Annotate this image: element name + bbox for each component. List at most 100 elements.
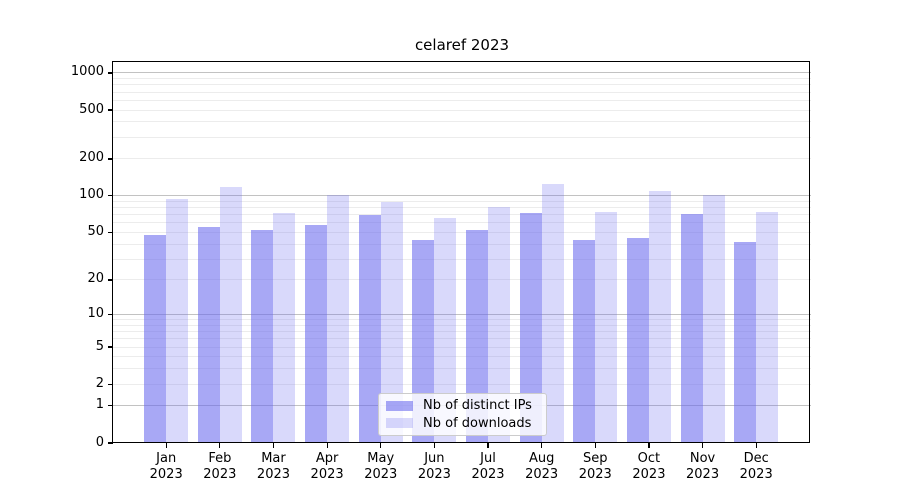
x-tick-label: Jan 2023 (149, 451, 183, 482)
bar-nb-of-downloads-jun (434, 217, 457, 443)
x-tick-label: Mar 2023 (256, 451, 291, 482)
chart-title: celaref 2023 (414, 36, 510, 54)
bar-nb-of-downloads-dec (756, 211, 779, 443)
y-axis-tick (108, 109, 113, 111)
bar-nb-of-downloads-mar (273, 213, 296, 443)
bar-nb-of-downloads-may (380, 201, 403, 443)
bar-nb-of-distinct-ips-sep (573, 240, 596, 443)
x-axis-tick (272, 443, 275, 448)
minor-gridline (113, 207, 811, 209)
y-tick-label: 1000 (70, 64, 104, 80)
minor-gridline (113, 356, 811, 358)
y-tick-label: 500 (79, 101, 104, 117)
bar-nb-of-distinct-ips-aug (519, 213, 542, 443)
minor-gridline (113, 338, 811, 340)
minor-gridline (113, 99, 811, 101)
legend-row-distinct-ips: Nb of distinct IPs (386, 397, 538, 415)
bar-nb-of-distinct-ips-dec (734, 241, 757, 443)
x-tick-label: May 2023 (364, 451, 398, 482)
major-gridline (113, 195, 811, 197)
bar-nb-of-distinct-ips-feb (197, 227, 220, 443)
x-tick-label: Jun 2023 (417, 451, 451, 482)
x-tick-label: Aug 2023 (525, 451, 559, 482)
bar-nb-of-distinct-ips-jul (466, 230, 489, 443)
minor-gridline (113, 222, 811, 224)
y-tick-label: 10 (87, 306, 104, 322)
y-axis-tick (108, 405, 113, 407)
bar-nb-of-downloads-apr (327, 194, 350, 443)
legend-swatch-distinct-ips (386, 400, 413, 411)
legend: Nb of distinct IPs Nb of downloads (378, 393, 547, 436)
minor-gridline (113, 383, 811, 385)
legend-label-downloads: Nb of downloads (423, 415, 532, 431)
bar-nb-of-distinct-ips-may (358, 215, 381, 443)
minor-gridline (113, 91, 811, 93)
y-axis-tick (108, 279, 113, 281)
plot-border (112, 61, 810, 443)
x-axis-tick (487, 443, 489, 448)
minor-gridline (113, 200, 811, 202)
bar-nb-of-downloads-oct (648, 190, 671, 443)
bar-nb-of-downloads-feb (219, 186, 242, 443)
bar-nb-of-downloads-aug (541, 183, 564, 443)
minor-gridline (113, 214, 811, 216)
x-axis-tick (701, 443, 704, 448)
x-axis-tick (165, 443, 167, 448)
legend-row-downloads: Nb of downloads (386, 415, 538, 433)
x-axis-tick (541, 443, 543, 448)
minor-gridline (113, 319, 811, 321)
legend-swatch-downloads (386, 418, 413, 429)
y-axis-tick (108, 158, 113, 160)
minor-gridline (113, 258, 811, 260)
x-tick-label: Oct 2023 (632, 451, 666, 482)
bar-nb-of-distinct-ips-mar (251, 230, 274, 443)
y-axis-tick (108, 72, 113, 74)
bar-nb-of-distinct-ips-apr (305, 224, 328, 443)
y-axis-tick (108, 313, 113, 316)
y-axis-tick (108, 346, 113, 348)
x-axis-tick (594, 443, 596, 448)
x-axis-tick (433, 443, 435, 448)
y-tick-label: 5 (95, 338, 104, 354)
bar-nb-of-downloads-nov (702, 194, 725, 443)
bar-nb-of-distinct-ips-jan (144, 234, 167, 443)
minor-gridline (113, 331, 811, 333)
bar-nb-of-downloads-sep (595, 211, 618, 443)
bar-nb-of-distinct-ips-nov (680, 213, 703, 443)
legend-label-distinct-ips: Nb of distinct IPs (423, 398, 532, 414)
y-axis-tick (108, 231, 113, 233)
x-tick-label: Apr 2023 (310, 451, 344, 482)
x-tick-label: Dec 2023 (739, 451, 773, 482)
minor-gridline (113, 136, 811, 138)
minor-gridline (113, 368, 811, 370)
minor-gridline (113, 84, 811, 86)
x-axis-tick (648, 443, 650, 448)
major-gridline (113, 314, 811, 316)
minor-gridline (113, 231, 811, 233)
bar-nb-of-downloads-jul (488, 206, 511, 443)
bar-nb-of-distinct-ips-oct (626, 237, 649, 443)
minor-gridline (113, 324, 811, 326)
x-axis-tick (326, 443, 328, 448)
minor-gridline (113, 279, 811, 281)
minor-gridline (113, 109, 811, 111)
minor-gridline (113, 243, 811, 245)
minor-gridline (113, 121, 811, 123)
y-tick-label: 200 (79, 150, 104, 166)
x-tick-label: Nov 2023 (686, 451, 720, 482)
minor-gridline (113, 78, 811, 80)
y-tick-label: 50 (87, 223, 104, 239)
y-tick-label: 0 (95, 434, 104, 450)
x-axis-tick (219, 443, 221, 448)
x-tick-label: Feb 2023 (203, 451, 237, 482)
minor-gridline (113, 158, 811, 160)
x-tick-label: Sep 2023 (578, 451, 612, 482)
bar-nb-of-downloads-jan (166, 199, 189, 443)
y-axis-tick (108, 383, 113, 385)
major-gridline (113, 72, 811, 74)
y-axis-tick (108, 195, 113, 197)
y-tick-label: 2 (95, 375, 104, 391)
y-tick-label: 100 (79, 187, 104, 203)
bar-nb-of-distinct-ips-jun (412, 240, 435, 443)
